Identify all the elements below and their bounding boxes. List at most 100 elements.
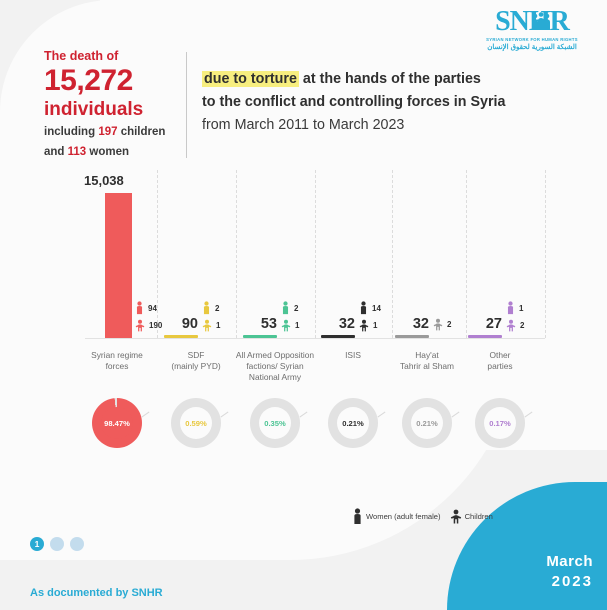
gender-icons: 2 [433, 316, 451, 333]
chart-axis [85, 338, 545, 339]
bar-underline [164, 335, 198, 338]
children-count: 2 [447, 319, 452, 329]
pagination-dot-2[interactable] [50, 537, 64, 551]
children-stat: 2 [433, 316, 451, 332]
category-label: ISIS [303, 350, 403, 361]
bar-column: 15,038 94 190 Syrian regime forces [57, 170, 177, 385]
percentage-donuts: 98.47% 0.59% 0.35% 0.21% 0.21% 0.17% [0, 392, 607, 462]
headline-right-line1: due to torture at the hands of the parti… [202, 68, 562, 91]
children-post: children [117, 126, 166, 138]
children-pre: including [44, 126, 99, 138]
bottom-background [0, 330, 607, 610]
pagination-dot-1[interactable]: 1 [30, 537, 44, 551]
gridline-4 [466, 170, 467, 338]
headline-children-line: including 197 children [44, 122, 184, 142]
bar-underline [321, 335, 355, 338]
woman-icon [354, 508, 361, 524]
percent-label: 98.47% [104, 418, 130, 428]
date-month: March [546, 553, 593, 570]
percent-donut: 0.17% [475, 398, 525, 448]
children-stat: 1 [281, 317, 299, 333]
bar-column: 53 2 1 All Armed Opposition factions/ Syrian… [215, 170, 335, 385]
category-label: SDF (mainly PYD) [146, 350, 246, 372]
gridline-0 [157, 170, 158, 338]
woman-icon [136, 301, 143, 315]
donut-tick [220, 411, 229, 418]
percent-donut: 0.35% [250, 398, 300, 448]
children-count: 190 [149, 320, 163, 330]
women-count: 94 [148, 303, 157, 313]
bar-rect [105, 193, 132, 338]
headline-right-line3: from March 2011 to March 2023 [202, 117, 405, 133]
children-count: 1 [373, 320, 378, 330]
legend-women: Women (adult female) [352, 508, 441, 525]
donut-hole: 0.59% [180, 407, 212, 439]
headline-right-line2: to the conflict and controlling forces i… [202, 94, 506, 110]
cat-label-line2: factions/ Syrian [246, 361, 304, 371]
logo-people-icon [532, 12, 550, 30]
gridline-1 [236, 170, 237, 338]
chart-legend: Women (adult female) Children [352, 508, 493, 525]
cat-label-line1: Other [489, 350, 511, 360]
bar-chart: 15,038 94 190 Syrian regime forces 90 2 1 SDF (ma… [0, 170, 607, 400]
women-stat: 2 [202, 300, 220, 316]
gridline-3 [392, 170, 393, 338]
donut-hole: 0.21% [411, 407, 443, 439]
children-count: 1 [216, 320, 221, 330]
child-icon [506, 319, 516, 331]
women-stat: 14 [359, 300, 381, 316]
donut-hole: 0.17% [484, 407, 516, 439]
bar-underline [395, 335, 429, 338]
cat-label-line1: ISIS [345, 350, 361, 360]
percent-label: 0.35% [264, 418, 286, 428]
woman-icon [203, 301, 210, 315]
bar-value: 32 [412, 316, 429, 332]
gridline-5 [545, 170, 546, 338]
headline-individuals: individuals [44, 99, 144, 120]
children-stat: 2 [506, 317, 524, 333]
cat-label-line3: National Army [248, 372, 302, 382]
donut-hole: 0.35% [259, 407, 291, 439]
bar-value: 15,038 [84, 173, 124, 188]
cat-label-line2: forces [105, 361, 129, 371]
woman-icon [282, 301, 289, 315]
children-count: 1 [295, 320, 300, 330]
child-icon [281, 319, 291, 331]
bar-value: 27 [485, 316, 502, 332]
category-label: Syrian regime forces [67, 350, 167, 372]
donut-hole: 0.21% [337, 407, 369, 439]
children-stat: 1 [202, 317, 220, 333]
percent-donut: 0.21% [402, 398, 452, 448]
category-label: Other parties [450, 350, 550, 372]
logo-subtitle-en: SYRIAN NETWORK FOR HUMAN RIGHTS [486, 37, 578, 42]
women-count: 1 [519, 303, 524, 313]
bar-column: 90 2 1 SDF (mainly PYD) [136, 170, 256, 385]
headline-big-number: 15,272 [44, 64, 133, 97]
gender-icons: 14 1 [359, 300, 381, 334]
pagination-dot-3[interactable] [70, 537, 84, 551]
bar-value: 90 [181, 316, 198, 332]
percent-label: 0.21% [342, 418, 364, 428]
percent-label: 0.17% [489, 418, 511, 428]
logo-wordmark: SNHR [473, 8, 591, 36]
pagination-dots[interactable]: 1 [30, 537, 84, 551]
women-count: 2 [215, 303, 220, 313]
women-stat: 1 [506, 300, 524, 316]
bar-column: 32 2 Hay'at Tahrir al Sham [367, 170, 487, 385]
women-count: 2 [294, 303, 299, 313]
women-stat: 2 [281, 300, 299, 316]
date-badge: March 2023 [546, 552, 593, 592]
date-year: 2023 [551, 573, 593, 590]
headline-line1: The death of [44, 49, 119, 63]
footer-credit: As documented by SNHR [30, 587, 163, 599]
children-stat: 1 [359, 317, 381, 333]
legend-women-label: Women (adult female) [366, 512, 441, 521]
bar-underline [468, 335, 502, 338]
category-label: Hay'at Tahrir al Sham [377, 350, 477, 372]
cat-label-line2: (mainly PYD) [171, 361, 221, 371]
donut-hole: 98.47% [101, 407, 133, 439]
women-post: women [86, 146, 130, 158]
headline-left: The death of 15,272 individuals includin… [44, 48, 184, 162]
